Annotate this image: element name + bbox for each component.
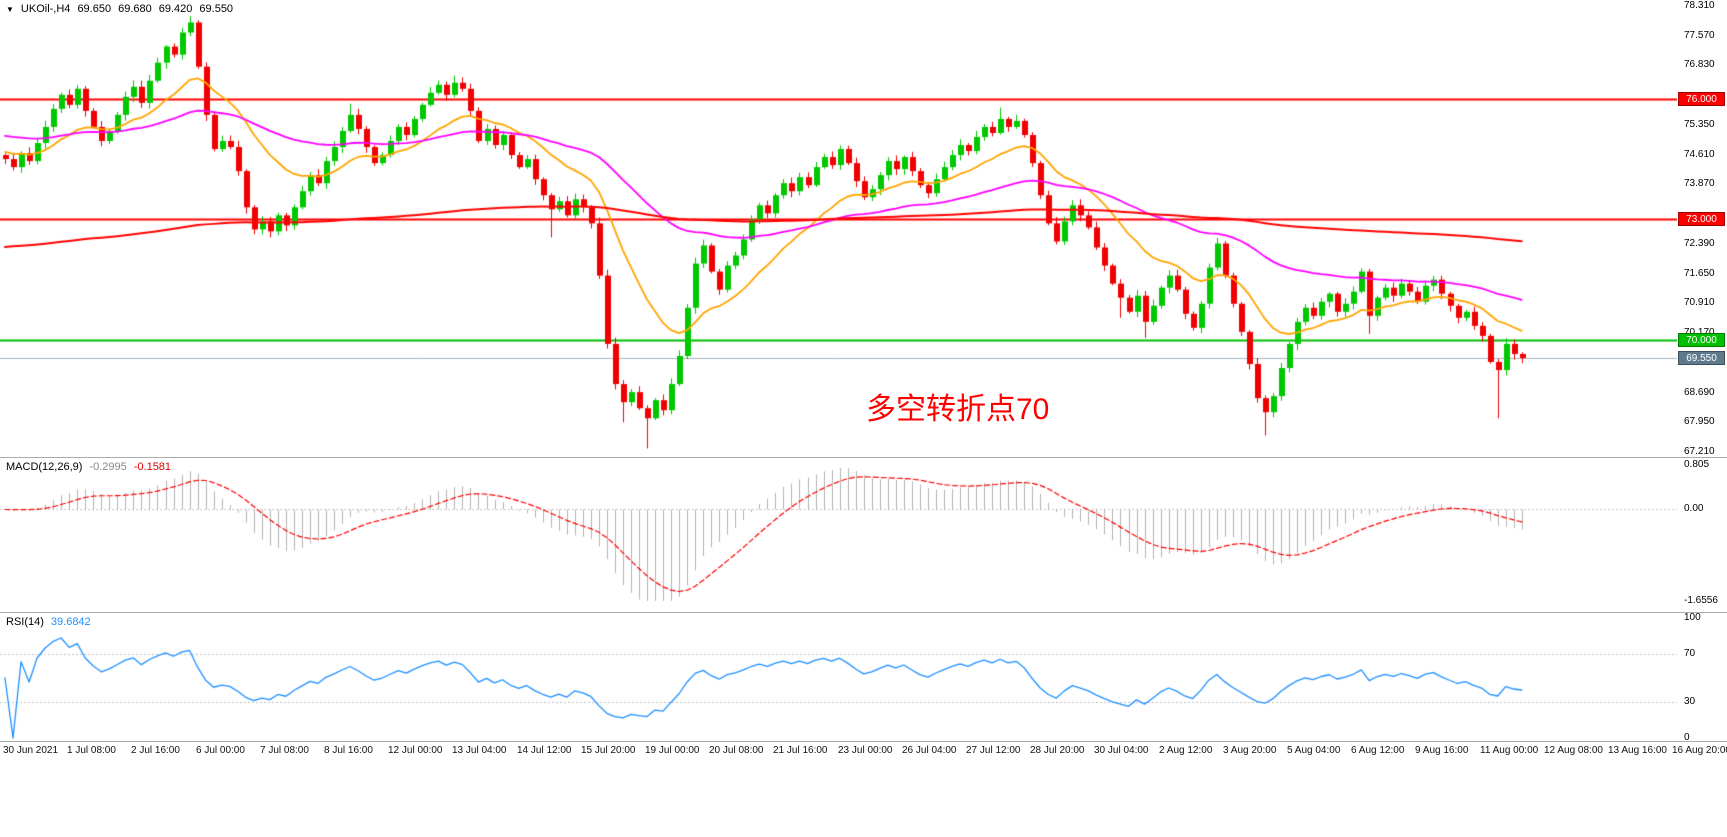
time-tick-label: 7 Jul 08:00	[260, 745, 309, 756]
time-tick-label: 30 Jul 04:00	[1094, 745, 1149, 756]
time-tick-label: 14 Jul 12:00	[517, 745, 572, 756]
time-tick-label: 26 Jul 04:00	[902, 745, 957, 756]
panel-separator-rsi-time[interactable]	[0, 741, 1727, 742]
price-tick-label: 71.650	[1684, 268, 1715, 279]
time-tick-label: 12 Aug 08:00	[1544, 745, 1603, 756]
macd-value-main: -0.2995	[89, 461, 127, 473]
time-tick-label: 9 Aug 16:00	[1415, 745, 1469, 756]
time-tick-label: 12 Jul 00:00	[388, 745, 443, 756]
time-tick-label: 13 Jul 04:00	[452, 745, 507, 756]
rsi-tick-label: 0	[1684, 732, 1690, 743]
time-tick-label: 21 Jul 16:00	[773, 745, 828, 756]
price-tick-label: 77.570	[1684, 30, 1715, 41]
chart-text-annotation: 多空转折点70	[866, 393, 1050, 426]
price-tick-label: 70.910	[1684, 297, 1715, 308]
time-tick-label: 3 Aug 20:00	[1223, 745, 1277, 756]
price-tick-label: 76.830	[1684, 59, 1715, 70]
rsi-value: 39.6842	[50, 616, 91, 628]
time-tick-label: 15 Jul 20:00	[581, 745, 636, 756]
price-tick-label: 70.170	[1684, 327, 1715, 338]
macd-panel-canvas[interactable]	[0, 458, 1677, 612]
main-price-chart-canvas[interactable]	[0, 0, 1677, 457]
price-line-badge: 73.000	[1678, 212, 1725, 226]
rsi-panel-canvas[interactable]	[0, 613, 1677, 741]
macd-indicator-label: MACD(12,26,9) -0.2995 -0.1581	[6, 461, 171, 473]
quote-high: 69.680	[118, 3, 152, 15]
macd-tick-label: -1.6556	[1684, 595, 1718, 606]
price-line-badge: 69.550	[1678, 351, 1725, 365]
symbol-marker-icon: ▼	[6, 4, 14, 14]
price-tick-label: 78.310	[1684, 0, 1715, 11]
time-tick-label: 8 Jul 16:00	[324, 745, 373, 756]
time-tick-label: 23 Jul 00:00	[838, 745, 893, 756]
macd-tick-label: 0.00	[1684, 503, 1704, 514]
rsi-tick-label: 30	[1684, 696, 1696, 707]
rsi-tick-label: 100	[1684, 612, 1701, 623]
quote-low: 69.420	[158, 3, 193, 15]
macd-name: MACD(12,26,9)	[6, 461, 83, 473]
rsi-indicator-label: RSI(14) 39.6842	[6, 616, 91, 628]
rsi-name: RSI(14)	[6, 616, 44, 628]
time-tick-label: 19 Jul 00:00	[645, 745, 700, 756]
rsi-tick-label: 70	[1684, 648, 1696, 659]
macd-tick-label: 0.805	[1684, 459, 1710, 470]
panel-separator-macd-rsi[interactable]	[0, 612, 1727, 613]
price-tick-label: 67.210	[1684, 446, 1715, 457]
time-tick-label: 13 Aug 16:00	[1608, 745, 1667, 756]
time-tick-label: 5 Aug 04:00	[1287, 745, 1341, 756]
symbol-quote-bar: ▼ UKOil-,H4 69.650 69.680 69.420 69.550	[6, 3, 233, 15]
price-tick-label: 75.350	[1684, 119, 1715, 130]
price-line-badge: 76.000	[1678, 92, 1725, 106]
price-tick-label: 74.610	[1684, 149, 1715, 160]
panel-separator-main-macd[interactable]	[0, 457, 1727, 458]
time-tick-label: 1 Jul 08:00	[67, 745, 116, 756]
time-tick-label: 16 Aug 20:00	[1672, 745, 1727, 756]
price-tick-label: 73.870	[1684, 178, 1715, 189]
time-tick-label: 6 Aug 12:00	[1351, 745, 1405, 756]
time-tick-label: 27 Jul 12:00	[966, 745, 1021, 756]
time-tick-label: 11 Aug 00:00	[1480, 745, 1539, 756]
symbol-name: UKOil-,H4	[20, 3, 71, 15]
price-line-badge: 70.000	[1678, 333, 1725, 347]
time-tick-label: 28 Jul 20:00	[1030, 745, 1085, 756]
time-tick-label: 2 Aug 12:00	[1159, 745, 1213, 756]
quote-close: 69.550	[199, 3, 234, 15]
price-tick-label: 72.390	[1684, 238, 1715, 249]
quote-open: 69.650	[77, 3, 112, 15]
time-tick-label: 20 Jul 08:00	[709, 745, 764, 756]
macd-value-signal: -0.1581	[133, 461, 172, 473]
price-tick-label: 68.690	[1684, 387, 1715, 398]
time-tick-label: 30 Jun 2021	[3, 745, 59, 756]
time-tick-label: 2 Jul 16:00	[131, 745, 180, 756]
time-tick-label: 6 Jul 00:00	[196, 745, 245, 756]
price-tick-label: 67.950	[1684, 416, 1715, 427]
